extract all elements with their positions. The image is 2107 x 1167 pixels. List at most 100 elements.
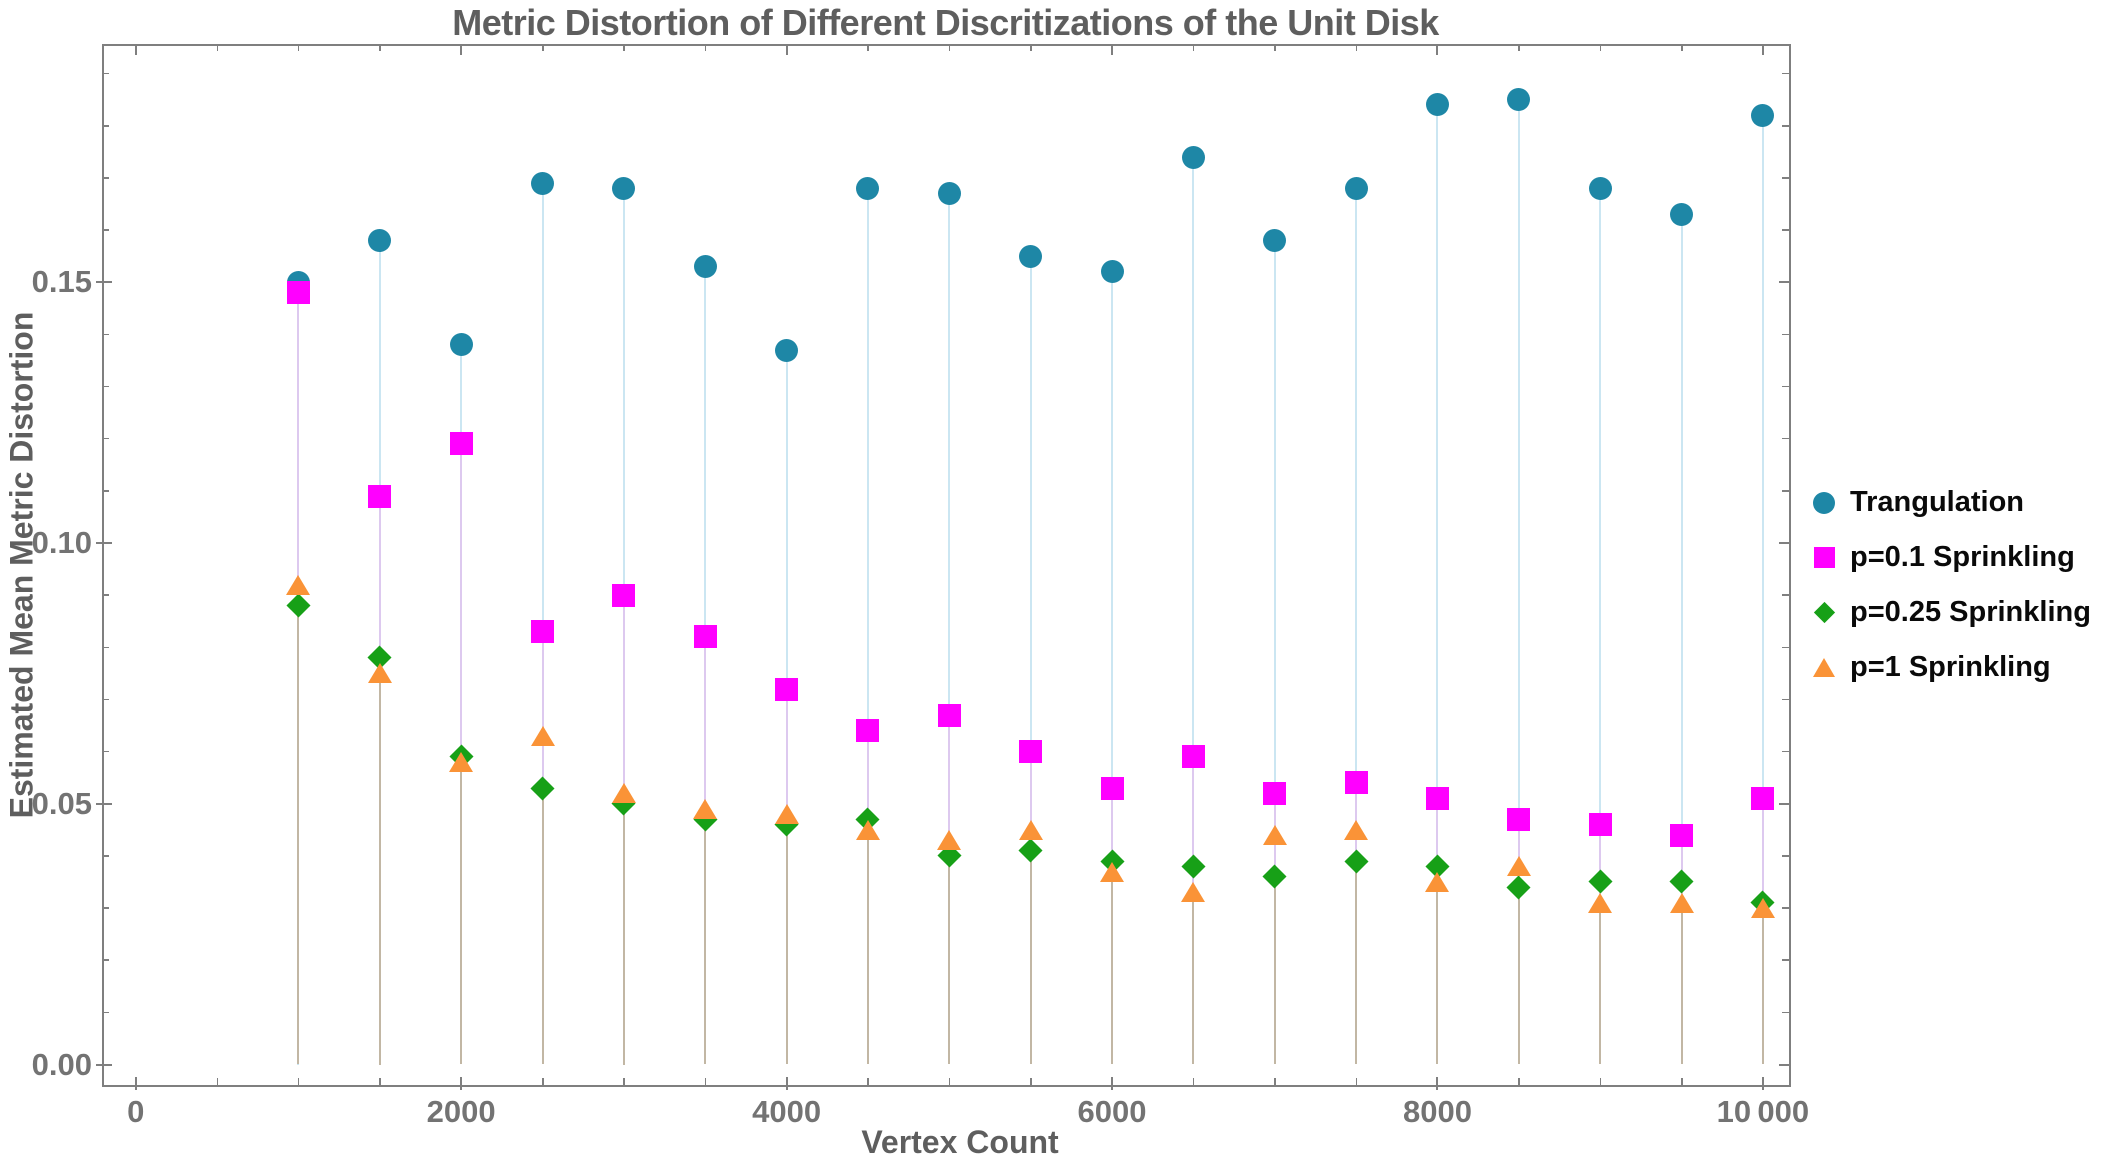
y-minor-tick-right [1782,594,1789,596]
stem-segment [1029,850,1032,1065]
y-minor-tick-right [1782,907,1789,909]
y-major-tick [96,281,112,284]
stem-segment [1029,256,1032,1065]
data-point-p1-sprinkling [1425,871,1450,892]
y-minor-tick-right [1782,125,1789,127]
data-point-trangulation [1019,244,1043,268]
data-point-p01-sprinkling [937,703,961,727]
x-minor-tick [297,1078,300,1085]
y-minor-tick-right [1782,177,1789,179]
y-minor-tick [102,594,109,596]
data-point-trangulation [531,171,554,195]
legend-diamond-marker-icon [1813,601,1835,624]
y-minor-tick [102,855,109,857]
data-point-p01-sprinkling [693,625,717,649]
x-tick-label: 6000 [1077,1094,1147,1129]
x-minor-tick [216,1078,219,1085]
y-tick-label: 0.00 [31,1046,92,1082]
x-tick-label: 8000 [1402,1094,1472,1129]
x-minor-tick [1355,1078,1358,1085]
x-minor-tick-top [216,44,219,51]
x-tick-label: 4000 [752,1094,822,1129]
x-minor-tick-top [867,44,869,51]
x-major-tick [134,1077,137,1090]
legend-label: p=0.1 Sprinkling [1850,541,2075,573]
x-major-tick-top [785,44,788,55]
stem-segment [1111,871,1114,1065]
data-point-p01-sprinkling [449,432,473,456]
data-point-p1-sprinkling [1506,856,1531,877]
x-minor-tick-top [1355,44,1358,51]
x-minor-tick [1192,1078,1195,1085]
x-minor-tick-top [704,44,707,51]
data-point-p01-sprinkling [1670,823,1694,847]
x-minor-tick [948,1078,951,1085]
y-minor-tick-right [1782,72,1789,75]
data-point-p01-sprinkling [286,281,310,305]
stem-segment [1111,271,1114,1065]
stem-segment [948,193,951,1065]
data-point-p01-sprinkling [1263,781,1287,805]
x-tick-label: 2000 [426,1094,496,1129]
legend-label: Trangulation [1850,486,2024,518]
data-point-trangulation [1425,93,1449,117]
data-point-p1-sprinkling [1262,825,1287,846]
y-major-tick-right [1779,281,1789,284]
data-point-p01-sprinkling [1019,740,1043,764]
data-point-trangulation [1588,176,1612,200]
stem-segment [1192,892,1195,1065]
data-point-p1-sprinkling [855,819,880,840]
data-point-p01-sprinkling [775,677,799,701]
data-point-trangulation [1181,145,1205,169]
y-major-tick [96,802,112,805]
stem-segment [1436,881,1439,1065]
y-major-tick-right [1779,1063,1789,1066]
y-minor-tick [102,177,109,179]
y-minor-tick-right [1782,229,1789,231]
data-point-trangulation [775,338,799,362]
y-major-tick-right [1779,802,1789,805]
stem-segment [1517,99,1520,1065]
chart-title: Metric Distortion of Different Discritiz… [452,2,1439,43]
data-point-p01-sprinkling [1588,813,1612,837]
y-major-tick [96,1063,112,1066]
data-point-p01-sprinkling [1181,745,1205,769]
stem-segment [541,788,544,1065]
data-point-trangulation [612,176,636,200]
data-point-trangulation [1507,88,1531,112]
stem-segment [1761,908,1764,1065]
y-minor-tick [102,125,109,127]
data-point-p1-sprinkling [1018,819,1043,840]
data-point-p01-sprinkling [1507,807,1531,831]
x-major-tick [1436,1077,1439,1090]
legend-triangle-marker-icon [1813,658,1835,677]
x-major-tick [1111,1077,1114,1090]
x-minor-tick-top [948,44,951,51]
x-minor-tick-top [1599,44,1602,51]
y-minor-tick-right [1782,855,1789,857]
y-minor-tick [102,907,109,909]
data-point-p01-sprinkling [368,484,392,508]
stem-segment [1680,214,1683,1065]
data-point-trangulation [1751,103,1775,127]
data-point-trangulation [937,182,961,206]
x-minor-tick-top [1681,44,1683,51]
y-minor-tick-right [1782,646,1789,649]
x-minor-tick [867,1078,869,1085]
data-point-p1-sprinkling [1181,882,1206,903]
data-point-p01-sprinkling [856,719,880,743]
x-minor-tick-top [1030,44,1032,51]
legend-square-marker-icon [1813,547,1835,568]
x-major-tick [1761,1077,1764,1090]
legend: Trangulation p=0.1 Sprinkling p=0.25 Spr… [1806,475,2091,695]
data-point-p01-sprinkling [1751,787,1775,811]
stem-segment [785,824,788,1065]
legend-item-p1-sprinkling: p=1 Sprinkling [1806,640,2091,695]
y-minor-tick-right [1782,333,1789,336]
y-minor-tick-right [1782,959,1789,961]
stem-segment [1517,887,1520,1065]
data-point-p1-sprinkling [449,752,474,773]
data-point-p1-sprinkling [937,830,962,851]
y-minor-tick-right [1782,437,1789,440]
y-minor-tick-right [1782,490,1789,492]
